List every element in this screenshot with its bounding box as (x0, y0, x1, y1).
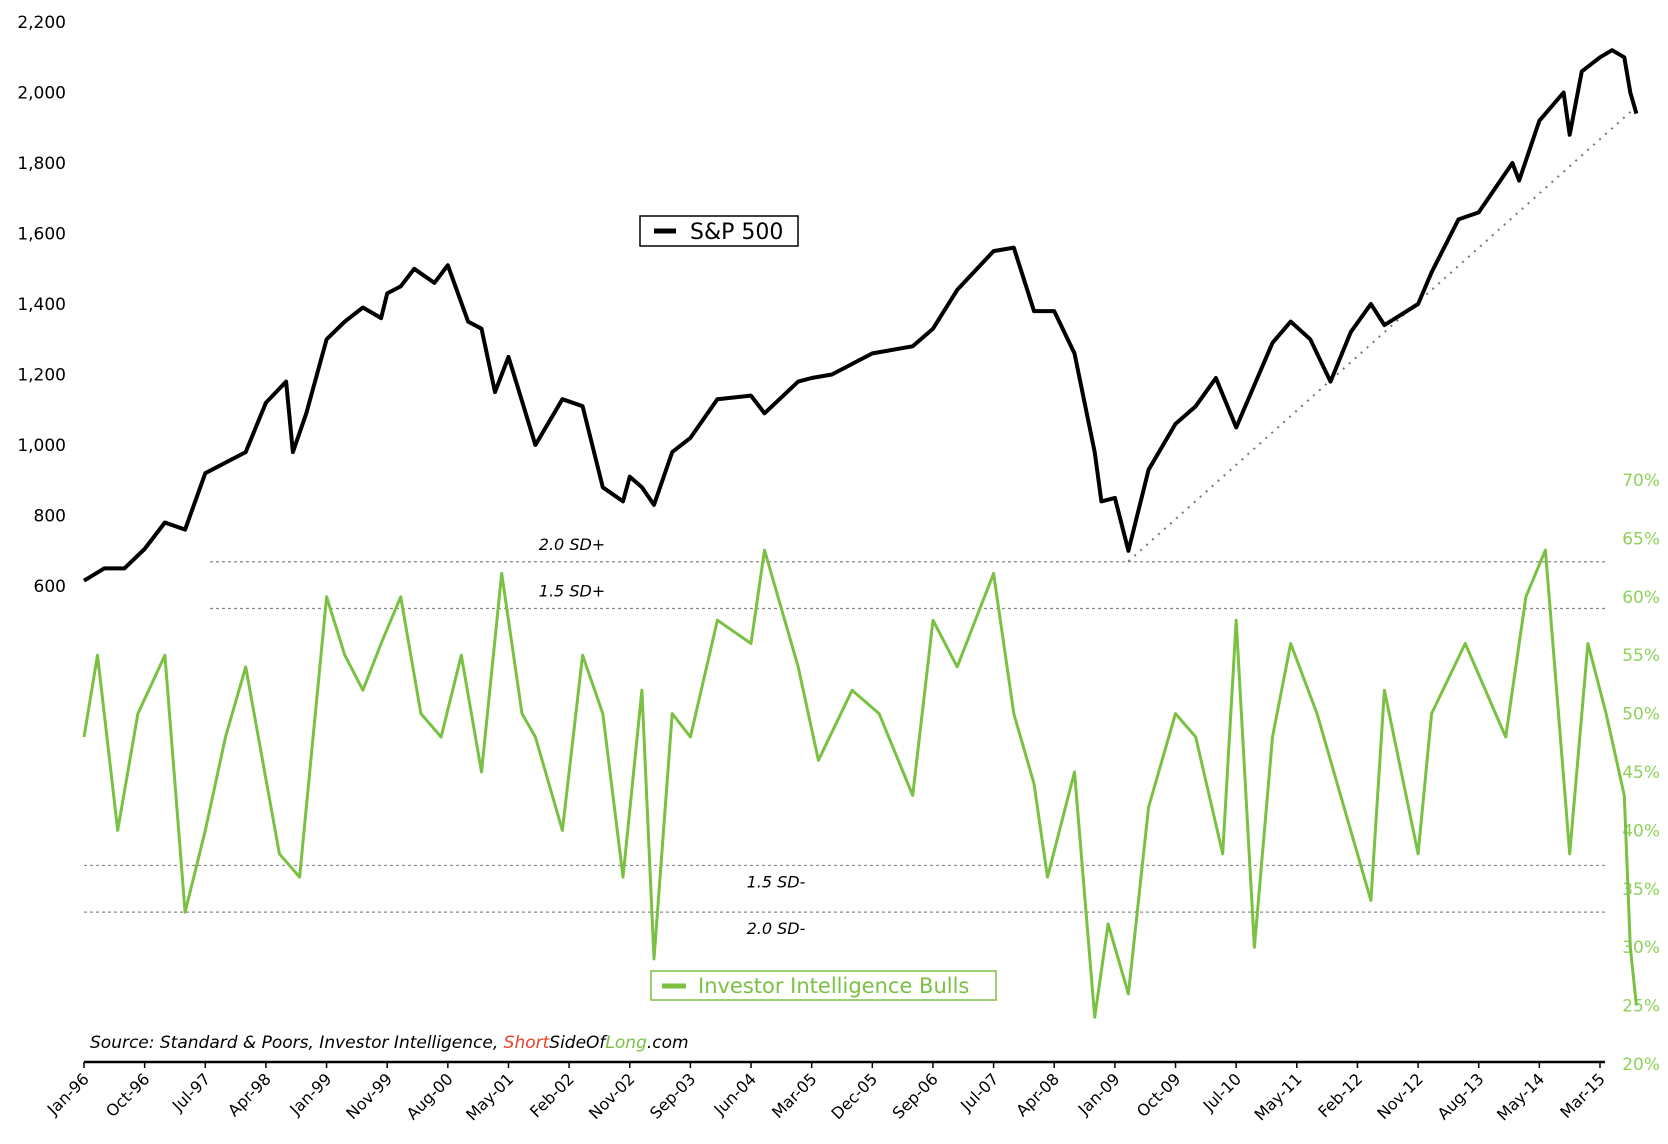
spx-trendline (1127, 105, 1638, 563)
right-tick-label: 40% (1622, 821, 1660, 841)
sd-reference-label: 2.0 SD+ (539, 535, 605, 554)
right-tick-label: 25% (1622, 997, 1660, 1017)
sd-reference-label: 2.0 SD- (747, 919, 806, 938)
right-tick-label: 55% (1622, 646, 1660, 666)
left-tick-label: 1,400 (17, 295, 66, 315)
x-tick-label: Aug-00 (403, 1069, 457, 1123)
x-tick-label: Oct-09 (1133, 1069, 1184, 1120)
x-tick-label: Feb-02 (526, 1069, 578, 1121)
right-tick-label: 65% (1622, 529, 1660, 549)
left-tick-label: 600 (34, 577, 66, 597)
x-tick-label: May-11 (1251, 1069, 1306, 1124)
legend-ii-label: Investor Intelligence Bulls (698, 974, 969, 998)
x-tick-label: Apr-98 (224, 1069, 275, 1120)
right-tick-label: 30% (1622, 938, 1660, 958)
left-tick-label: 1,200 (17, 366, 66, 386)
x-tick-label: Mar-15 (1556, 1069, 1609, 1122)
source-brand-long: Long (605, 1033, 647, 1053)
sd-reference-label: 1.5 SD+ (539, 581, 605, 600)
left-tick-label: 2,000 (17, 84, 66, 104)
legend-ii: Investor Intelligence Bulls (650, 970, 997, 1001)
x-tick-label: Mar-05 (768, 1069, 821, 1122)
source-brand-side: Side (549, 1033, 586, 1053)
x-tick-label: Nov-12 (1373, 1069, 1427, 1123)
right-tick-label: 35% (1622, 880, 1660, 900)
x-axis: Jan-96 Oct-96 Jul-97 Apr-98 Jan-99 Nov-99 Aug-… (43, 1062, 1609, 1125)
sd-reference-lines: 2.0 SD+ 1.5 SD+ 1.5 SD- 2.0 SD- (84, 535, 1605, 938)
x-tick-label: Aug-13 (1434, 1069, 1488, 1123)
right-tick-label: 50% (1622, 705, 1660, 725)
source-brand-of: Of (586, 1033, 608, 1053)
series-layer (82, 48, 1639, 1019)
x-tick-label: Jul-07 (956, 1069, 1002, 1115)
left-tick-label: 2,200 (17, 13, 66, 33)
x-tick-label: Nov-99 (342, 1069, 396, 1123)
x-tick-label: Jan-09 (1074, 1069, 1124, 1119)
x-tick-label: Jun-04 (710, 1069, 760, 1119)
x-tick-label: May-14 (1493, 1069, 1548, 1124)
series-line-ii-bulls (82, 548, 1638, 1019)
x-tick-label: Apr-08 (1012, 1069, 1063, 1120)
x-tick-label: Feb-12 (1314, 1069, 1366, 1121)
legend-ii-box (650, 970, 997, 1001)
x-tick-label: Sep-03 (646, 1069, 699, 1122)
right-tick-label: 60% (1622, 588, 1660, 608)
x-tick-label: Sep-06 (889, 1069, 942, 1122)
x-tick-label: Jan-99 (285, 1069, 335, 1119)
left-axis: 600 800 1,000 1,200 1,400 1,600 1,800 2,000 2,20… (17, 13, 66, 597)
left-tick-label: 1,000 (17, 436, 66, 456)
x-tick-label: Nov-02 (585, 1069, 639, 1123)
x-tick-label: May-01 (462, 1069, 517, 1124)
source-suffix: .com (647, 1033, 689, 1053)
left-tick-label: 1,800 (17, 154, 66, 174)
right-tick-label: 70% (1622, 471, 1660, 491)
x-tick-label: Jan-96 (43, 1069, 93, 1119)
sd-reference-label: 1.5 SD- (747, 872, 806, 891)
x-tick-label: Oct-96 (102, 1069, 153, 1120)
source-brand-short: Short (504, 1033, 551, 1053)
x-tick-label: Jul-97 (168, 1069, 214, 1115)
x-tick-label: Jul-10 (1199, 1069, 1245, 1115)
legend-spx: S&P 500 (639, 215, 799, 247)
x-tick-label: Dec-05 (827, 1069, 881, 1123)
right-tick-label: 45% (1622, 763, 1660, 783)
source-prefix: Source: Standard & Poors, Investor Intel… (90, 1033, 504, 1053)
right-axis: 20% 25% 30% 35% 40% 45% 50% 55% 60% 65% 70% (1622, 471, 1660, 1075)
left-tick-label: 800 (34, 507, 66, 527)
series-line-spx (82, 48, 1639, 583)
legend-spx-label: S&P 500 (690, 220, 783, 245)
right-tick-label: 20% (1622, 1055, 1660, 1075)
source-annotation: Source: Standard & Poors, Investor Intel… (90, 1033, 689, 1053)
left-tick-label: 1,600 (17, 225, 66, 245)
